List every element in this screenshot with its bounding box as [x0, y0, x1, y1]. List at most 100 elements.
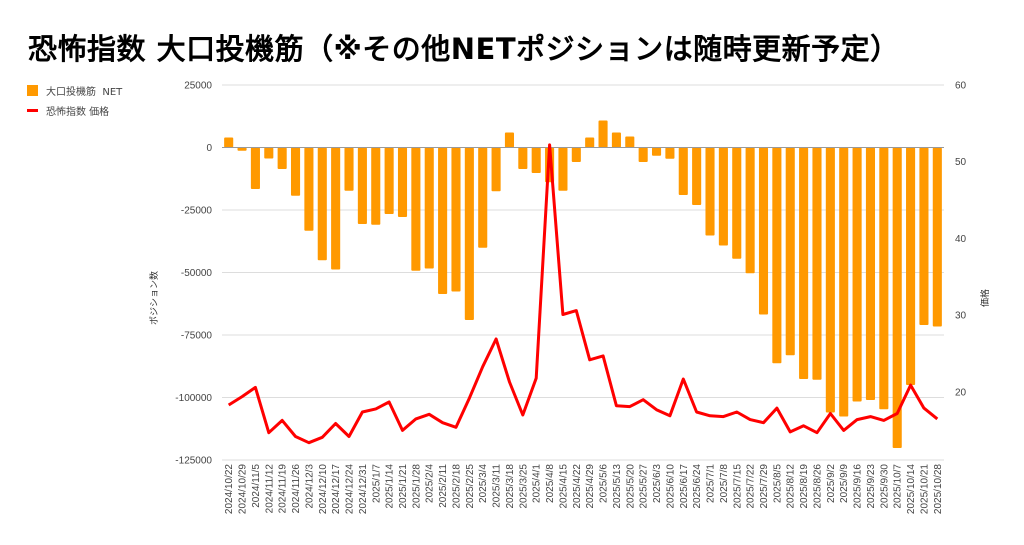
- x-tick-label: 2025/6/3: [652, 464, 663, 503]
- bar: [384, 147, 394, 214]
- x-tick-label: 2025/9/2: [826, 464, 837, 503]
- bar: [411, 147, 421, 271]
- bar: [772, 147, 782, 364]
- bar: [438, 147, 448, 294]
- right-tick-label: 20: [955, 387, 967, 398]
- bar: [317, 147, 327, 261]
- bar: [745, 147, 755, 274]
- bar: [906, 147, 916, 385]
- x-tick-label: 2024/10/29: [238, 464, 249, 514]
- x-tick-label: 2025/7/8: [719, 464, 730, 503]
- x-tick-label: 2024/12/17: [331, 464, 342, 514]
- x-tick-label: 2025/9/16: [853, 464, 864, 509]
- bar: [865, 147, 876, 400]
- left-axis-ticks: 25000 0 -25000 -50000 -75000 -100000 -125000: [175, 81, 212, 467]
- x-tick-label: 2025/8/5: [772, 464, 783, 503]
- x-tick-label: 2025/10/21: [919, 464, 930, 514]
- right-axis-ticks: 60 50 40 30 20: [955, 81, 967, 399]
- bar: [344, 147, 354, 191]
- left-tick-label: -100000: [175, 393, 212, 404]
- x-tick-label: 2025/9/23: [866, 464, 877, 509]
- right-tick-label: 30: [955, 311, 967, 322]
- bar: [852, 147, 862, 402]
- x-tick-label: 2025/9/30: [879, 464, 890, 509]
- x-tick-label: 2025/4/29: [585, 464, 596, 509]
- x-tick-label: 2025/7/22: [746, 464, 757, 509]
- bar: [585, 137, 595, 148]
- x-tick-label: 2025/2/18: [451, 464, 462, 509]
- x-tick-label: 2025/3/25: [518, 464, 529, 509]
- bar: [812, 147, 822, 380]
- x-tick-label: 2025/4/8: [545, 464, 556, 503]
- x-tick-label: 2024/11/26: [291, 464, 302, 514]
- bar: [799, 147, 809, 379]
- bar: [451, 147, 461, 292]
- x-axis-ticks: 2024/10/22 2024/10/29 2024/11/5 2024/11/12 2…: [224, 464, 944, 514]
- x-tick-label: 2025/7/15: [732, 464, 743, 509]
- left-tick-label: -50000: [181, 268, 213, 279]
- legend-item-net[interactable]: 大口投機筋 NET: [27, 80, 122, 100]
- bar: [678, 147, 688, 195]
- x-tick-label: 2025/2/25: [465, 464, 476, 509]
- x-tick-label: 2025/2/11: [438, 464, 449, 508]
- x-tick-label: 2024/10/22: [224, 464, 235, 514]
- x-tick-label: 2025/6/17: [679, 464, 690, 509]
- gridlines: [222, 84, 944, 461]
- x-tick-label: 2025/8/26: [812, 464, 823, 509]
- x-tick-label: 2024/11/12: [264, 464, 275, 514]
- left-tick-label: 25000: [184, 81, 212, 92]
- bar: [424, 147, 434, 269]
- bar: [224, 137, 234, 148]
- x-tick-label: 2025/4/15: [558, 464, 569, 509]
- bar: [237, 147, 247, 151]
- x-tick-label: 2024/12/3: [304, 464, 315, 509]
- bar: [785, 147, 795, 356]
- bar: [732, 147, 742, 259]
- left-tick-label: -25000: [181, 206, 213, 217]
- x-tick-label: 2025/9/9: [839, 464, 850, 503]
- bar: [250, 147, 260, 189]
- bar: [518, 147, 528, 169]
- x-tick-label: 2025/7/29: [759, 464, 770, 509]
- right-tick-label: 60: [955, 81, 967, 92]
- bar: [651, 147, 662, 156]
- x-tick-label: 2024/12/31: [358, 464, 369, 514]
- bar: [892, 147, 902, 448]
- x-tick-label: 2025/10/7: [893, 464, 904, 509]
- bar: [625, 136, 635, 148]
- legend-bar-swatch-icon: [27, 84, 38, 96]
- x-tick-label: 2025/7/1: [706, 464, 717, 503]
- bar: [397, 147, 408, 217]
- bar: [839, 147, 849, 417]
- bar: [919, 147, 929, 325]
- left-axis-title: ポジション数: [148, 271, 160, 325]
- bar: [478, 147, 488, 248]
- x-tick-label: 2025/3/11: [492, 464, 503, 508]
- bar-series: [224, 120, 942, 448]
- left-tick-label: -125000: [175, 456, 212, 467]
- x-tick-label: 2025/1/7: [371, 464, 382, 503]
- bar: [277, 147, 287, 169]
- x-tick-label: 2025/2/4: [425, 464, 436, 503]
- bar: [290, 147, 301, 196]
- bar: [825, 147, 835, 413]
- chart-title: 恐怖指数 大口投機筋（※その他NETポジションは随時更新予定）: [28, 32, 900, 66]
- bar: [504, 132, 515, 148]
- bar: [304, 147, 314, 231]
- x-tick-label: 2024/11/5: [251, 464, 262, 508]
- x-tick-label: 2024/12/24: [345, 464, 356, 514]
- right-tick-label: 40: [955, 234, 967, 245]
- bar: [558, 147, 568, 191]
- x-tick-label: 2025/4/22: [572, 464, 583, 509]
- bar: [611, 132, 621, 148]
- legend-item-price[interactable]: 恐怖指数 価格: [27, 100, 122, 120]
- legend-label-price: 恐怖指数 価格: [46, 106, 110, 118]
- bar: [491, 147, 501, 192]
- left-tick-label: 0: [206, 143, 212, 154]
- line-series: [227, 143, 939, 445]
- bar: [371, 147, 381, 225]
- bar: [598, 120, 608, 148]
- x-tick-label: 2025/5/27: [639, 464, 650, 509]
- bar: [692, 147, 702, 205]
- left-tick-label: -75000: [181, 331, 213, 342]
